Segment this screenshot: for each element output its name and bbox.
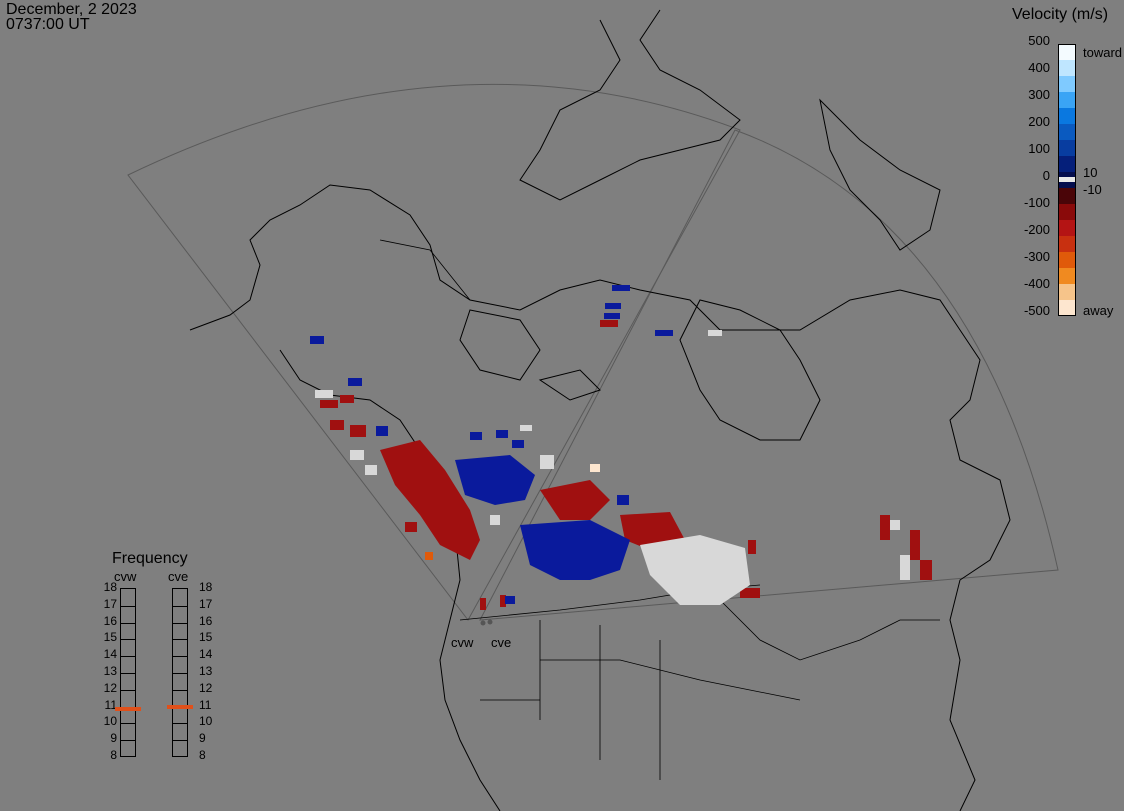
frequency-level-right: 17 [199, 596, 213, 611]
velocity-tick: 500 [1028, 33, 1050, 48]
colorbar-segment [1058, 300, 1076, 316]
colorbar-segment [1058, 188, 1076, 205]
velocity-tick: 400 [1028, 60, 1050, 75]
map-radar-label-cvw: cvw [451, 635, 474, 650]
colorbar-segment [1058, 220, 1076, 237]
velocity-tick: -200 [1023, 222, 1050, 237]
frequency-column-cve [172, 588, 188, 757]
positive-threshold-label: 10 [1083, 165, 1098, 180]
colorbar-segment [1058, 44, 1076, 61]
frequency-marker-cvw [115, 706, 141, 711]
colorbar-segment [1058, 252, 1076, 269]
colorbar-segment [1058, 92, 1076, 109]
velocity-tick: -500 [1023, 303, 1050, 318]
velocity-tick: 0 [1042, 168, 1050, 183]
radar-label-cvw: cvw [114, 569, 137, 584]
field-of-view-outlines [127, 83, 1059, 621]
velocity-tick: 100 [1028, 141, 1050, 156]
radar-site-cvw [480, 620, 486, 626]
frequency-level-right: 10 [199, 714, 213, 729]
frequency-level-left: 11 [104, 697, 117, 712]
velocity-tick: 300 [1028, 87, 1050, 102]
frequency-level-left: 10 [103, 714, 117, 729]
colorbar-segment [1058, 268, 1076, 285]
radar-site-cve [487, 619, 493, 625]
frequency-level-left: 17 [103, 596, 117, 611]
ground-scatter-band [1058, 177, 1076, 182]
frequency-level-right: 8 [199, 748, 206, 762]
frequency-level-left: 18 [103, 580, 117, 594]
frequency-level-right: 12 [199, 680, 213, 695]
frequency-level-left: 8 [110, 748, 117, 762]
time-label: 0737:00 UT [6, 16, 90, 33]
frequency-level-right: 15 [199, 630, 213, 645]
frequency-title: Frequency [112, 550, 188, 567]
toward-label: toward [1083, 45, 1123, 60]
velocity-tick: -300 [1023, 249, 1050, 264]
velocity-scale-title: Velocity (m/s) [1012, 6, 1109, 23]
colorbar-segment [1058, 60, 1076, 77]
frequency-level-right: 18 [199, 580, 213, 594]
frequency-level-left: 16 [103, 613, 117, 628]
frequency-level-left: 14 [103, 647, 117, 662]
colorbar-segment [1058, 140, 1076, 157]
frequency-level-left: 15 [103, 630, 117, 645]
colorbar-segment [1058, 284, 1076, 301]
colorbar-segment [1058, 236, 1076, 253]
political-borders [379, 239, 940, 780]
frequency-level-right: 16 [199, 613, 213, 628]
colorbar-border [1058, 44, 1076, 316]
colorbar-segment [1058, 204, 1076, 221]
velocity-echoes [310, 285, 932, 610]
away-label: away [1083, 303, 1114, 318]
velocity-tick: -400 [1023, 276, 1050, 291]
negative-threshold-label: -10 [1083, 182, 1102, 197]
frequency-level-right: 9 [199, 731, 206, 746]
frequency-column-cvw [120, 588, 136, 757]
velocity-colorbar [1058, 44, 1076, 316]
frequency-level-right: 13 [199, 664, 213, 678]
colorbar-segment [1058, 108, 1076, 125]
colorbar-segment [1058, 156, 1076, 173]
frequency-marker-cve [167, 705, 193, 710]
colorbar-segment [1058, 124, 1076, 141]
map-radar-label-cve: cve [491, 635, 512, 650]
colorbar-segment [1058, 76, 1076, 93]
velocity-tick: 200 [1028, 114, 1050, 129]
frequency-level-right: 11 [199, 697, 212, 712]
velocity-tick: -100 [1023, 195, 1050, 210]
radar-label-cve: cve [168, 569, 189, 584]
frequency-level-left: 12 [103, 680, 117, 695]
frequency-level-left: 13 [103, 664, 117, 678]
frequency-level-right: 14 [199, 647, 213, 662]
frequency-level-left: 9 [110, 731, 117, 746]
date-label: December, 2 2023 [6, 1, 137, 18]
